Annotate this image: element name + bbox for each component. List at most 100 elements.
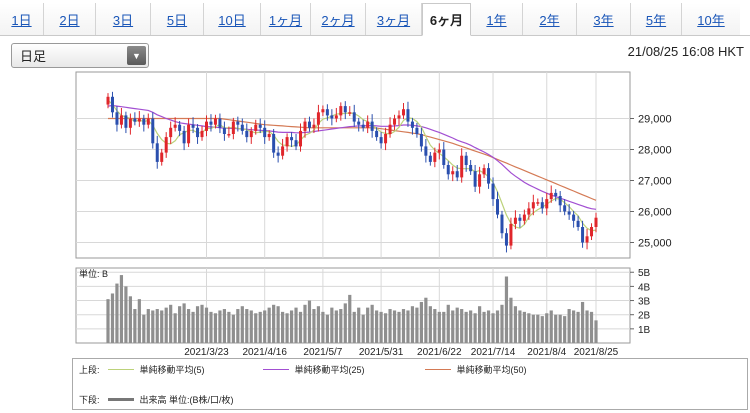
candle-body — [307, 121, 311, 128]
volume-bar — [491, 313, 495, 343]
candle-body — [294, 140, 298, 147]
candle-body — [316, 112, 320, 125]
x-tick-label: 2021/5/7 — [303, 347, 342, 358]
volume-bar — [375, 310, 379, 343]
candle-body — [469, 165, 473, 172]
x-tick-label: 2021/5/31 — [359, 347, 404, 358]
tab-period-12[interactable]: 5年 — [631, 3, 682, 35]
volume-bar — [258, 311, 262, 343]
volume-bar — [236, 309, 240, 343]
tab-period-10[interactable]: 2年 — [523, 3, 577, 35]
volume-bar — [527, 313, 531, 343]
tab-period-13[interactable]: 10年 — [682, 3, 740, 35]
candle-body — [563, 205, 567, 212]
candle-body — [536, 202, 540, 204]
volume-bar — [298, 311, 303, 343]
candle-body — [482, 168, 486, 175]
candle-body — [169, 127, 173, 138]
volume-bar — [558, 314, 562, 343]
volume-bar — [460, 309, 464, 343]
volume-bar — [267, 307, 271, 343]
candle-body — [267, 134, 271, 138]
tab-period-4[interactable]: 10日 — [204, 3, 261, 35]
candle-body — [209, 121, 213, 125]
volume-bar — [366, 307, 370, 343]
candle-body — [182, 130, 186, 144]
volume-y-tick-label: 3B — [638, 297, 651, 308]
volume-bar — [567, 309, 571, 343]
candle-body — [527, 208, 531, 215]
volume-bar — [357, 307, 361, 343]
candle-body — [285, 137, 289, 147]
volume-bar — [146, 309, 150, 343]
candle-body — [213, 118, 217, 125]
volume-y-tick-label: 5B — [638, 268, 651, 279]
x-tick-label: 2021/4/16 — [242, 347, 287, 358]
tab-period-7[interactable]: 3ヶ月 — [366, 3, 422, 35]
candle-body — [545, 199, 549, 209]
period-select[interactable]: 日足 ▼ — [11, 43, 149, 68]
candle-body — [473, 171, 477, 187]
legend-box: 上段: 単純移動平均(5) 単純移動平均(25) 単純移動平均(50) 下段: … — [72, 358, 748, 410]
candle-body — [433, 152, 437, 162]
volume-bar — [178, 306, 182, 343]
legend-ma5-label: 単純移動平均(5) — [139, 365, 205, 375]
volume-bar — [115, 283, 119, 343]
volume-y-tick-label: 2B — [638, 311, 651, 322]
candle-body — [437, 149, 441, 153]
volume-bar — [576, 311, 580, 343]
price-y-tick-label: 29,000 — [638, 114, 672, 126]
tab-period-5[interactable]: 1ヶ月 — [261, 3, 311, 35]
candle-body — [325, 109, 329, 116]
legend-volume-label: 出来高 単位:(B株/口/枚) — [139, 395, 234, 405]
candle-body — [424, 146, 428, 156]
candle-body — [558, 196, 562, 206]
volume-bar — [410, 306, 415, 343]
candle-body — [415, 127, 419, 134]
volume-bar — [200, 304, 204, 343]
volume-y-tick-label: 1B — [638, 325, 651, 336]
volume-bar — [334, 310, 338, 343]
tab-period-8[interactable]: 6ヶ月 — [422, 3, 471, 36]
tab-period-1[interactable]: 2日 — [44, 3, 96, 35]
candle-body — [272, 134, 276, 153]
tab-period-9[interactable]: 1年 — [471, 3, 523, 35]
volume-y-tick-label: 4B — [638, 282, 651, 293]
volume-bar — [580, 301, 585, 343]
tab-period-0[interactable]: 1日 — [0, 3, 44, 35]
candle-body — [164, 137, 168, 153]
volume-bar — [540, 316, 544, 343]
candle-body — [133, 118, 137, 122]
tab-period-11[interactable]: 3年 — [577, 3, 631, 35]
candle-body — [115, 112, 119, 125]
volume-bar — [545, 313, 549, 343]
volume-bar — [133, 309, 137, 343]
volume-bar — [330, 307, 334, 343]
candle-body — [249, 130, 253, 138]
price-y-tick-label: 28,000 — [638, 145, 672, 157]
tab-period-2[interactable]: 3日 — [96, 3, 151, 35]
volume-bar — [155, 309, 159, 343]
tab-period-3[interactable]: 5日 — [151, 3, 204, 35]
volume-bar — [509, 297, 513, 343]
volume-bar — [182, 303, 186, 343]
candle-body — [576, 220, 580, 227]
candle-body — [375, 130, 379, 138]
volume-bar — [263, 310, 267, 343]
x-tick-label: 2021/8/25 — [574, 347, 619, 358]
volume-bar — [585, 310, 589, 343]
volume-bar — [401, 309, 406, 343]
candle-body — [128, 118, 132, 128]
volume-bar — [348, 294, 352, 343]
volume-bar — [272, 304, 276, 343]
volume-bar — [522, 311, 526, 343]
candle-body — [554, 192, 558, 196]
ma25-line — [107, 104, 597, 210]
tab-period-6[interactable]: 2ヶ月 — [311, 3, 366, 35]
candle-body — [339, 106, 343, 116]
volume-bar — [370, 304, 374, 343]
volume-bar — [151, 310, 155, 343]
volume-bar — [124, 286, 128, 343]
volume-bar — [383, 313, 388, 343]
candle-body — [119, 115, 123, 125]
